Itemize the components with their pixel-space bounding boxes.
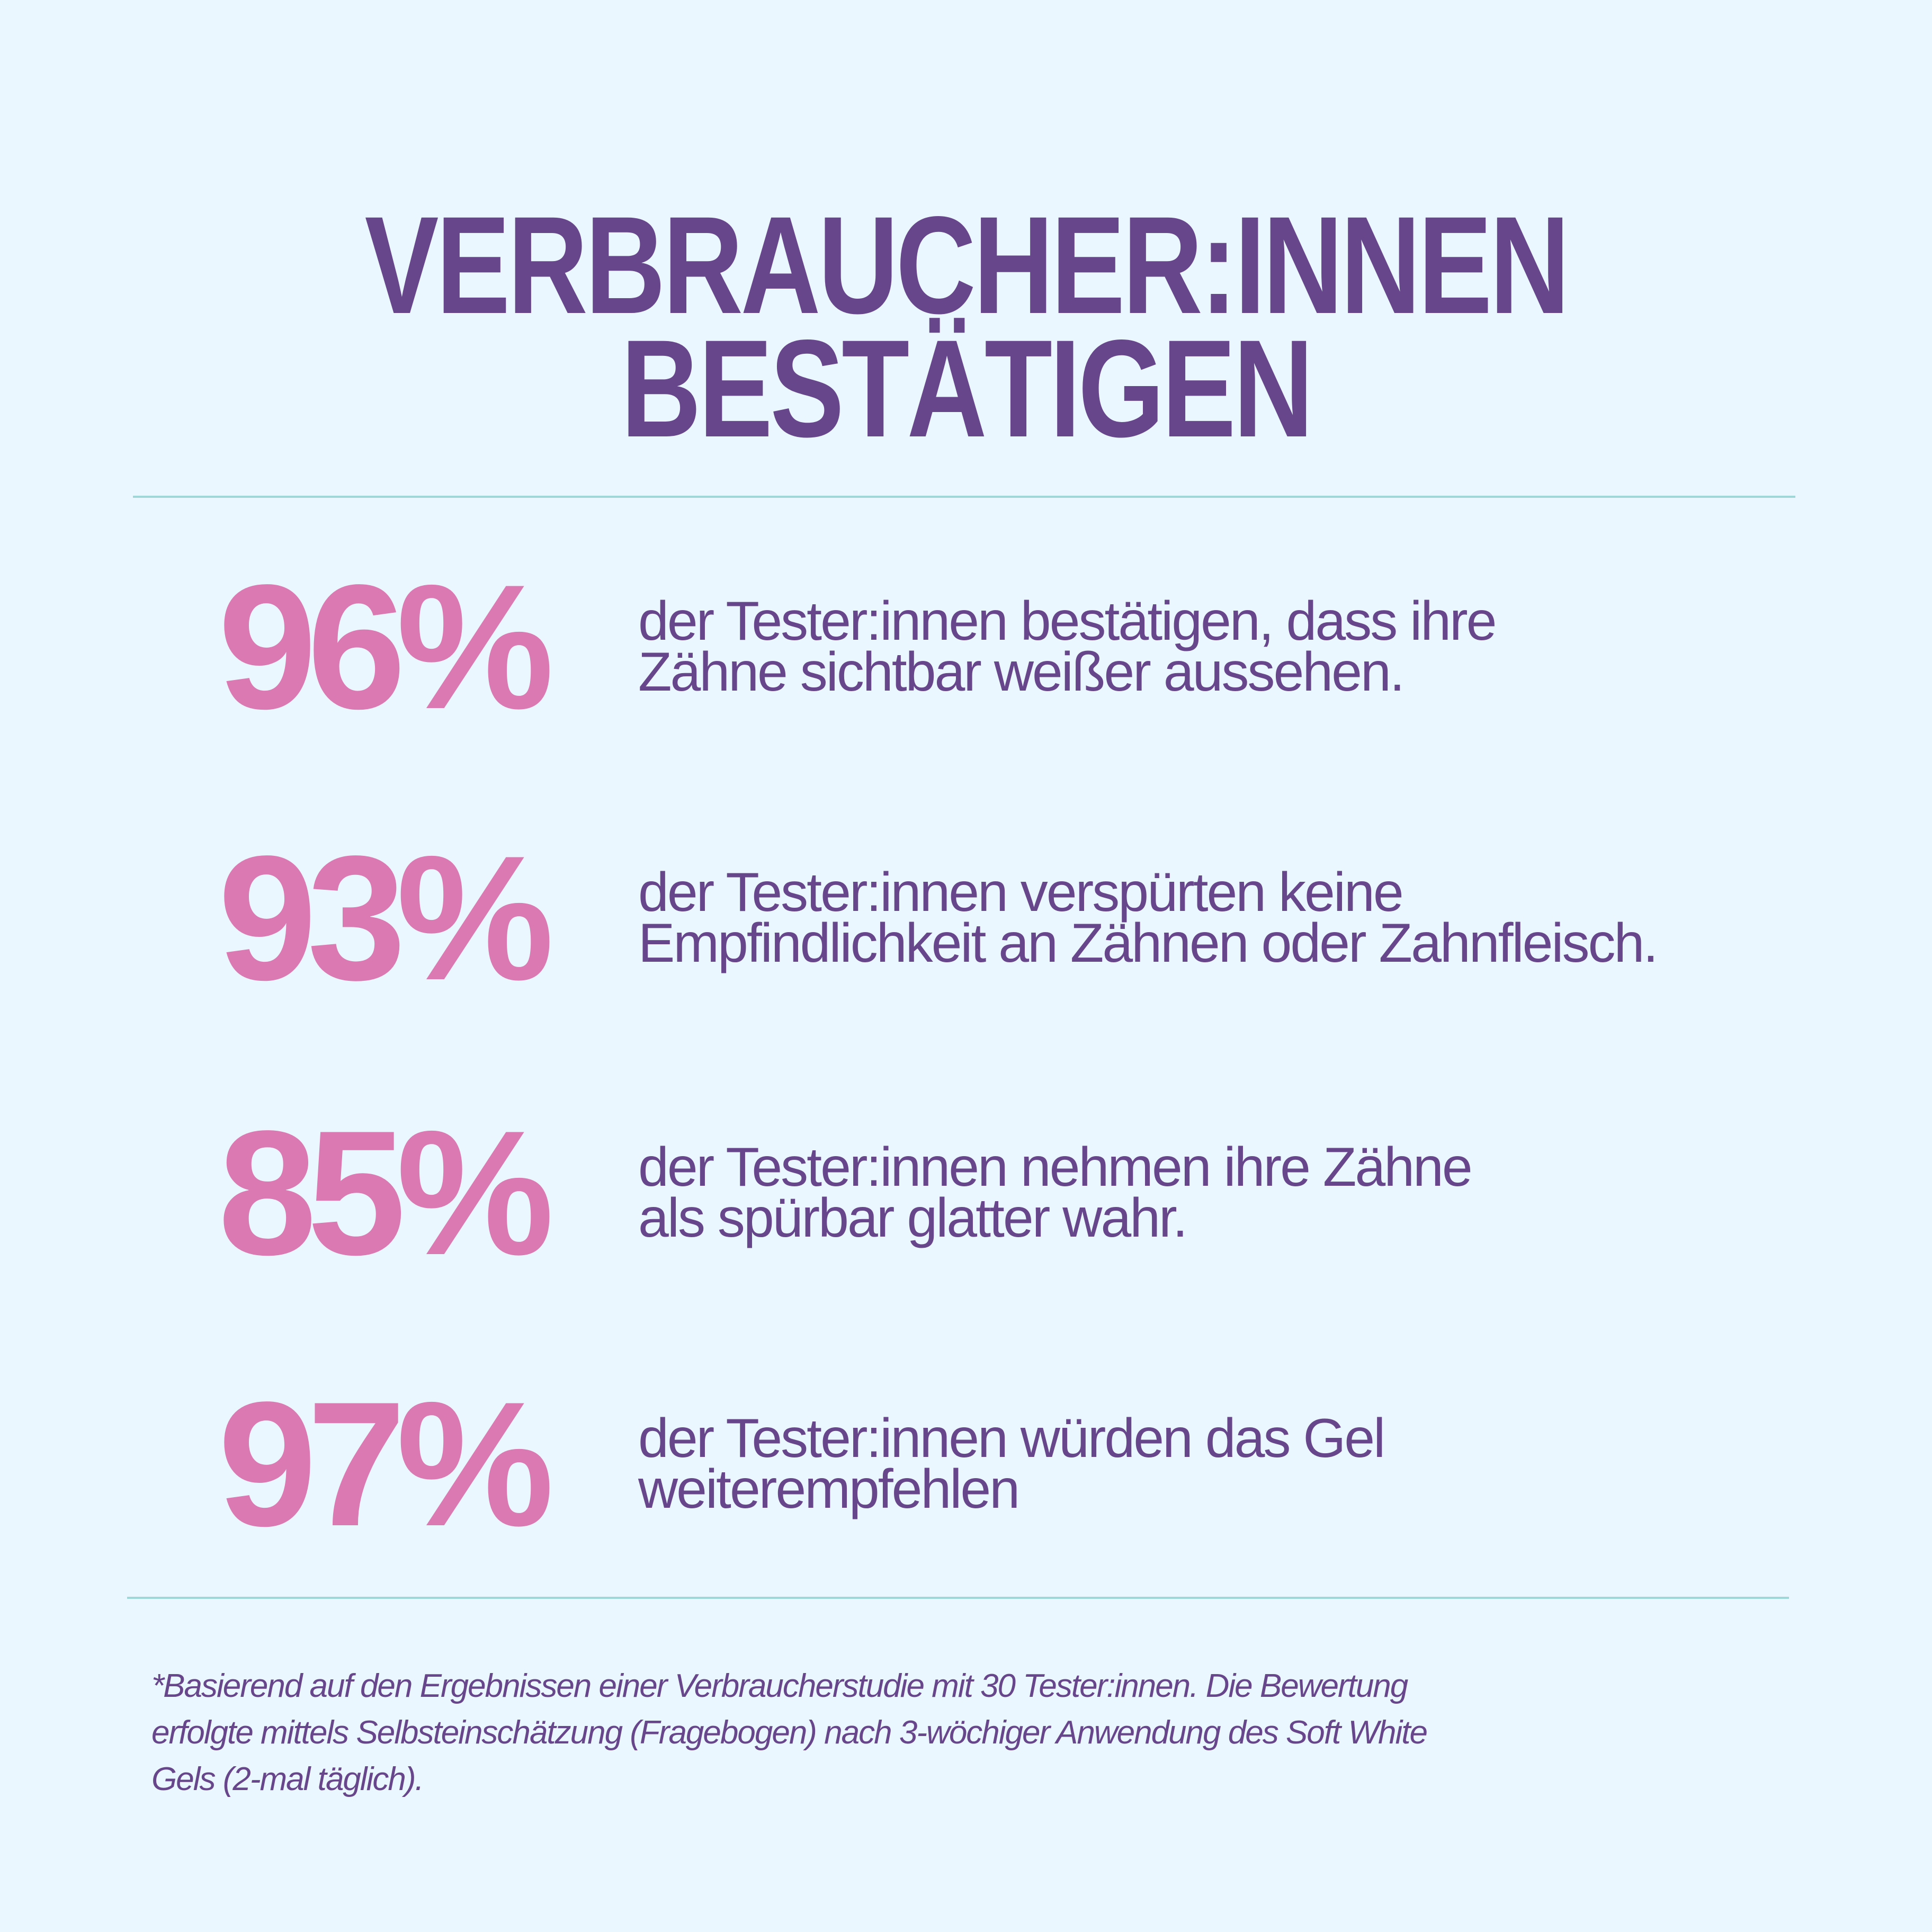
stat-description: der Tester:innen würden das Gel weiterem… (638, 1408, 1385, 1520)
title-line-1: VERBRAUCHER:INNEN (364, 187, 1570, 343)
stat-description-line: Zähne sichtbar weißer aussehen. (638, 641, 1405, 703)
stat-percent: 96% (218, 548, 554, 746)
stat-row: 97% der Tester:innen würden das Gel weit… (0, 1365, 1932, 1563)
stat-description-line: der Tester:innen verspürten keine (638, 862, 1404, 923)
stat-row: 93% der Tester:innen verspürten keine Em… (0, 819, 1932, 1017)
stat-description-line: weiterempfehlen (638, 1459, 1020, 1520)
footnote-line: Gels (2-mal täglich). (151, 1761, 424, 1797)
stat-description: der Tester:innen bestätigen, dass ihre Z… (638, 591, 1497, 703)
stat-description-line: als spürbar glatter wahr. (638, 1187, 1188, 1249)
stat-description-line: der Tester:innen bestätigen, dass ihre (638, 591, 1497, 652)
top-divider (133, 496, 1795, 498)
stat-percent: 85% (218, 1094, 554, 1292)
stat-description: der Tester:innen verspürten keine Empfin… (638, 862, 1658, 974)
stat-percent: 97% (218, 1365, 554, 1563)
stat-row: 85% der Tester:innen nehmen ihre Zähne a… (0, 1094, 1932, 1292)
footnote-line: *Basierend auf den Ergebnissen einer Ver… (151, 1668, 1408, 1704)
stat-percent: 93% (218, 819, 554, 1017)
footnote: *Basierend auf den Ergebnissen einer Ver… (151, 1663, 1428, 1803)
title-line-2: BESTÄTIGEN (621, 311, 1314, 466)
stat-description-line: der Tester:innen würden das Gel (638, 1408, 1385, 1469)
footnote-line: erfolgte mittels Selbsteinschätzung (Fra… (151, 1714, 1428, 1751)
stat-description-line: der Tester:innen nehmen ihre Zähne (638, 1137, 1473, 1198)
stat-row: 96% der Tester:innen bestätigen, dass ih… (0, 548, 1932, 746)
stat-description-line: Empfindlichkeit an Zähnen oder Zahnfleis… (638, 913, 1658, 974)
stat-description: der Tester:innen nehmen ihre Zähne als s… (638, 1137, 1473, 1249)
bottom-divider (127, 1597, 1789, 1599)
